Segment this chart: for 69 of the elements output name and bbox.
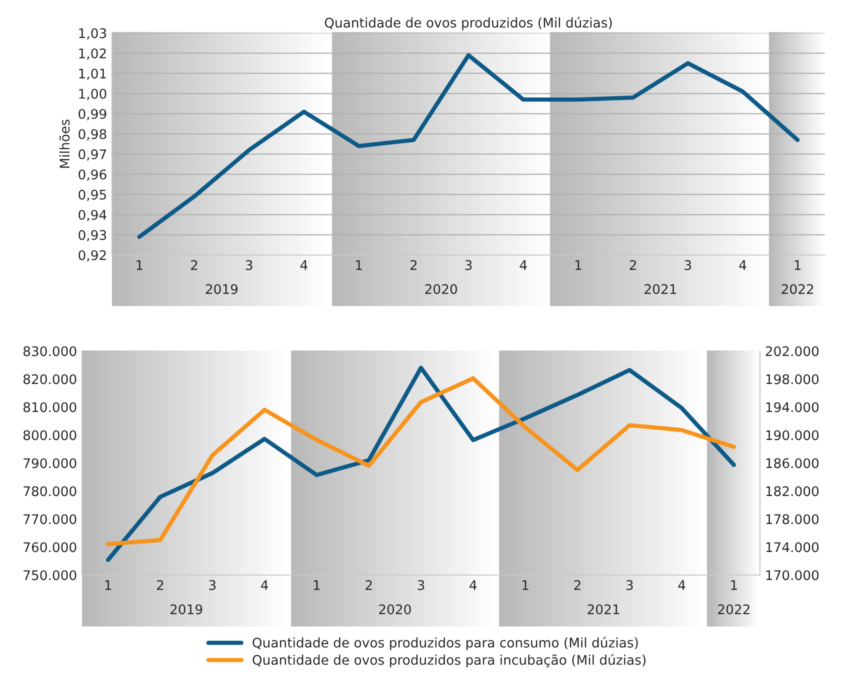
x-tick-label: 1 bbox=[356, 260, 362, 270]
y-tick-label: 1,00 bbox=[79, 88, 106, 100]
legend-label: Quantidade de ovos produzidos para consumo (Mil dúzias) bbox=[252, 636, 638, 650]
x-tick-label: 4 bbox=[260, 580, 268, 590]
x-tick-label: 3 bbox=[418, 580, 424, 590]
text: 2022 bbox=[782, 284, 814, 294]
y-tick-label: 820.000 bbox=[23, 374, 76, 384]
y-tick-label: 790.000 bbox=[24, 458, 76, 468]
y-tick-label: 0,99 bbox=[78, 108, 106, 120]
chart-title: Quantidade de ovos produzidos (Mil dúzias) bbox=[324, 16, 612, 30]
y-tick-label: 1,02 bbox=[79, 48, 106, 60]
x-tick-label: 3 bbox=[246, 260, 252, 270]
text: 2021 bbox=[644, 284, 676, 294]
x-tick-label: 3 bbox=[626, 580, 633, 590]
x-tick-label: 1 bbox=[522, 580, 528, 590]
y-tick-label: 770.000 bbox=[24, 514, 76, 524]
y-tick-label: 1,03 bbox=[79, 28, 106, 40]
y2-tick-label: 178.000 bbox=[766, 514, 819, 524]
line-series bbox=[137, 53, 800, 239]
y-tick-label: 830.000 bbox=[23, 346, 76, 356]
y2-tick-label: 198.000 bbox=[766, 374, 819, 384]
y-tick-label: 780.000 bbox=[24, 486, 76, 496]
x-tick-label: 4 bbox=[470, 580, 477, 590]
y-tick-label: 750.000 bbox=[24, 570, 76, 580]
x-tick-label: 1 bbox=[136, 260, 142, 270]
legend-label: Quantidade de ovos produzidos para incubação (Mil dúzias) bbox=[252, 654, 646, 668]
x-tick-label: 4 bbox=[678, 580, 686, 590]
text: 2022 bbox=[718, 604, 750, 614]
y2-tick-label: 174.000 bbox=[766, 542, 819, 552]
y-tick-label: 1,01 bbox=[79, 68, 106, 80]
text: 2019 bbox=[206, 284, 238, 294]
x-tick-label: 2 bbox=[410, 260, 417, 270]
y-tick-label: 0,92 bbox=[78, 250, 106, 262]
x-tick-label: 2 bbox=[630, 260, 636, 270]
x-tick-label: 2 bbox=[574, 580, 580, 590]
y-axis-title: Milhões bbox=[59, 120, 70, 168]
text: 2021 bbox=[588, 604, 620, 614]
x-tick-label: 2 bbox=[157, 580, 164, 590]
text: 2020 bbox=[425, 284, 457, 294]
y2-tick-label: 182.000 bbox=[766, 486, 819, 496]
x-tick-label: 3 bbox=[465, 260, 472, 270]
x-tick-label: 1 bbox=[575, 260, 582, 270]
y-tick-label: 0,98 bbox=[78, 129, 106, 140]
y-tick-label: 810.000 bbox=[23, 402, 76, 412]
y-tick-label: 0,95 bbox=[78, 190, 106, 201]
x-tick-label: 3 bbox=[684, 260, 692, 270]
y2-tick-label: 202.000 bbox=[766, 346, 819, 356]
y-tick-label: 760.000 bbox=[24, 542, 76, 552]
x-tick-label: 1 bbox=[314, 580, 320, 590]
x-tick-label: 1 bbox=[794, 260, 801, 270]
x-tick-label: 3 bbox=[209, 580, 216, 590]
x-tick-label: 4 bbox=[300, 260, 308, 270]
y-tick-label: 0,93 bbox=[78, 230, 106, 242]
y2-tick-label: 194.000 bbox=[766, 402, 819, 412]
text: 2019 bbox=[170, 604, 202, 614]
y-tick-label: 0,97 bbox=[78, 149, 106, 161]
y-tick-label: 0,94 bbox=[78, 210, 106, 222]
x-tick-label: 4 bbox=[739, 260, 746, 270]
y2-tick-label: 190.000 bbox=[766, 430, 819, 440]
text: 2020 bbox=[379, 604, 411, 614]
x-tick-label: 4 bbox=[520, 260, 527, 270]
y2-tick-label: 186.000 bbox=[766, 458, 819, 468]
y-tick-label: 800.000 bbox=[23, 430, 76, 440]
x-tick-label: 1 bbox=[731, 580, 737, 590]
y2-tick-label: 170.000 bbox=[766, 570, 819, 580]
x-tick-label: 1 bbox=[105, 580, 112, 590]
x-tick-label: 2 bbox=[191, 260, 198, 270]
y-tick-label: 0,96 bbox=[78, 169, 106, 181]
x-tick-label: 2 bbox=[366, 580, 372, 590]
